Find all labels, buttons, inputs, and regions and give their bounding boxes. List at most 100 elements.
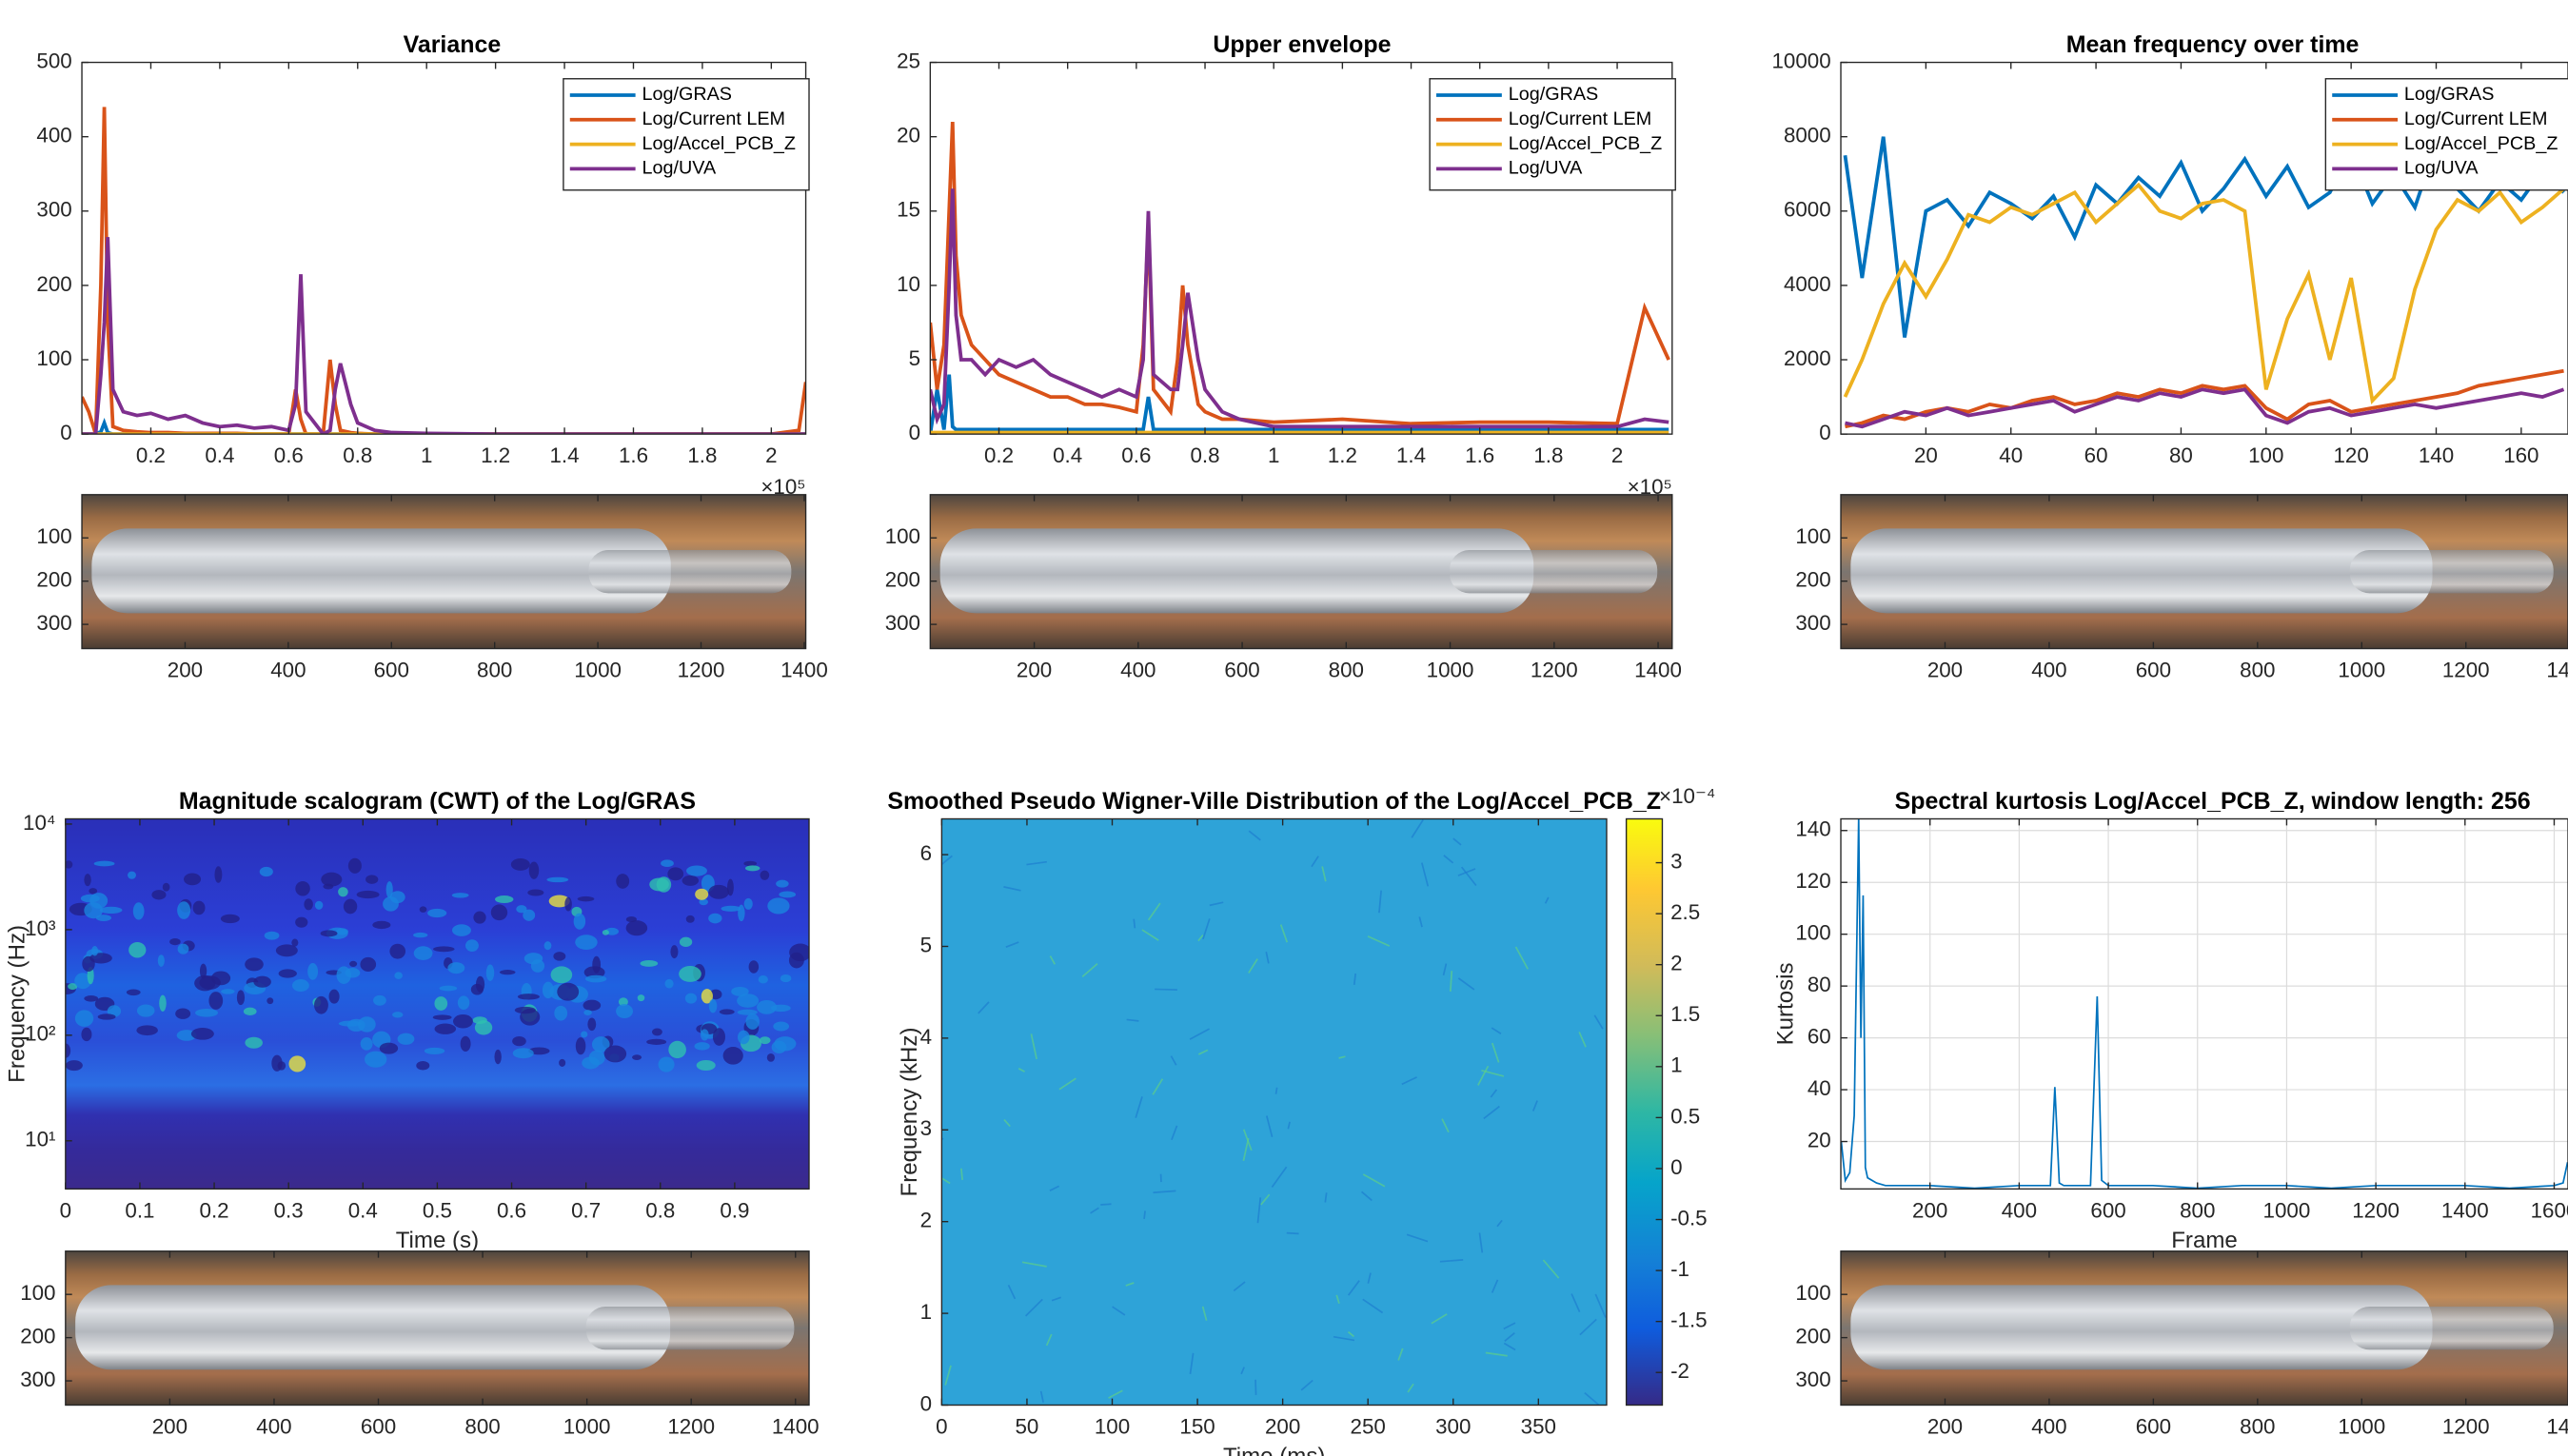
scalogram-blob [684, 993, 698, 1004]
scalogram-blob [737, 994, 760, 1008]
spwvd-streak [1362, 1173, 1386, 1188]
scalogram-blob [550, 966, 573, 984]
x-tick-label: 1.6 [1465, 443, 1494, 467]
weld-bead [75, 1285, 671, 1370]
weld-bead [1850, 1285, 2433, 1370]
scalogram-blob [682, 875, 700, 886]
colorbar-tick-label: 2.5 [1670, 900, 1700, 924]
scalogram-blob [637, 994, 645, 1002]
spwvd-streak [1452, 837, 1462, 846]
x-tick-label: 140 [2419, 443, 2454, 467]
scalogram-blob [452, 924, 471, 936]
x-tick-label: 0.2 [136, 443, 166, 467]
legend-label: Log/Current LEM [2404, 108, 2548, 129]
scalogram-blob [512, 1048, 534, 1059]
scalogram-blob [585, 974, 607, 983]
scalogram-blob [656, 876, 672, 893]
scalogram-blob [757, 999, 778, 1014]
spwvd-streak [1504, 1331, 1515, 1342]
spwvd-streak [1579, 1318, 1597, 1336]
x-tick-label: 1400 [2546, 659, 2568, 682]
scalogram-blob [575, 935, 598, 951]
x-tick-label: 100 [2248, 443, 2283, 467]
y-tick-label: 2000 [1784, 346, 1831, 370]
scalogram-blob [346, 1018, 365, 1032]
spwvd-streak [1265, 1115, 1274, 1138]
scalogram-blob [323, 883, 334, 890]
scalogram-blob [616, 1004, 633, 1019]
legend-label: Log/UVA [2404, 158, 2479, 179]
scalogram-blob [349, 960, 358, 968]
scalogram-blob [499, 970, 516, 975]
y-tick-label: 300 [885, 611, 920, 635]
scalogram-blob [184, 873, 202, 886]
spwvd-streak [1248, 958, 1258, 974]
y-tick-label: 8000 [1784, 124, 1831, 148]
spwvd-streak [1321, 866, 1327, 882]
x-tick-label: 0.8 [1190, 443, 1219, 467]
scalogram-blob [304, 898, 313, 911]
scalogram-blob [291, 938, 299, 947]
spwvd-streak [1311, 856, 1319, 868]
scalogram-blob [625, 920, 648, 936]
scalogram-blob [699, 898, 708, 906]
scalogram-blob [128, 871, 136, 879]
x-tick-label: 1400 [772, 1414, 820, 1438]
spwvd-streak [1407, 1383, 1414, 1393]
spwvd-streak [1503, 1322, 1516, 1330]
scalogram-blob [389, 943, 406, 959]
spwvd-streak [1418, 916, 1423, 928]
y-tick-label: 300 [1795, 611, 1830, 635]
x-tick-label: 80 [2169, 443, 2193, 467]
scalogram-blob [177, 901, 191, 919]
scalogram-blob [328, 989, 340, 1004]
chart-title: Smoothed Pseudo Wigner-Ville Distributio… [887, 788, 1661, 815]
scalogram-blob [132, 902, 145, 920]
scalogram-blob [321, 872, 343, 887]
scalogram-blob [159, 994, 167, 1012]
scalogram-blob [360, 1037, 373, 1051]
x-tick-label: 1000 [574, 659, 622, 682]
scalogram-blob [554, 1005, 568, 1021]
x-tick-label: 200 [1927, 1414, 1963, 1438]
scalogram-blob [779, 891, 797, 898]
y-tick-label: 1 [920, 1300, 932, 1324]
scalogram-blob [512, 1036, 526, 1047]
scalogram-blob [667, 867, 684, 881]
scalogram-blob [564, 896, 572, 912]
spwvd-streak [1378, 890, 1382, 914]
scalogram-blob [686, 865, 707, 876]
y-axis-label: Kurtosis [1773, 962, 1799, 1045]
x-tick-label: 0.1 [125, 1198, 154, 1222]
y-tick-label: 300 [36, 198, 71, 222]
scalogram-blob [295, 881, 310, 896]
series-line [82, 237, 806, 435]
spwvd-streak [1420, 862, 1430, 887]
spwvd-streak [1007, 1284, 1017, 1300]
x-tick-label: 400 [2031, 659, 2066, 682]
scalogram-blob [208, 992, 224, 1010]
y-tick-label: 25 [897, 49, 920, 72]
scalogram-blob [413, 932, 428, 938]
spwvd-streak [1026, 860, 1047, 866]
spwvd-streak [1431, 1313, 1448, 1325]
y-tick-label: 300 [1795, 1367, 1830, 1391]
legend-box [563, 78, 810, 191]
scalogram-blob [392, 1012, 404, 1018]
spwvd-streak [944, 1365, 952, 1386]
scalogram-blob [434, 996, 448, 1011]
scalogram-blob [553, 952, 566, 961]
y-tick-label: 100 [885, 524, 920, 548]
weld-bead [1850, 528, 2433, 614]
scalogram-blob [474, 1020, 493, 1035]
spwvd-streak [1441, 1118, 1450, 1133]
weld-bead [939, 528, 1534, 614]
scalogram-blob [546, 876, 569, 883]
spwvd-streak [1197, 935, 1204, 942]
scalogram-blob [583, 966, 605, 979]
scalogram-blob [373, 994, 386, 1006]
colorbar-tick-label: -1 [1670, 1257, 1689, 1281]
colorbar-tick-label: 1.5 [1670, 1002, 1700, 1026]
x-tick-label: 200 [1927, 659, 1963, 682]
